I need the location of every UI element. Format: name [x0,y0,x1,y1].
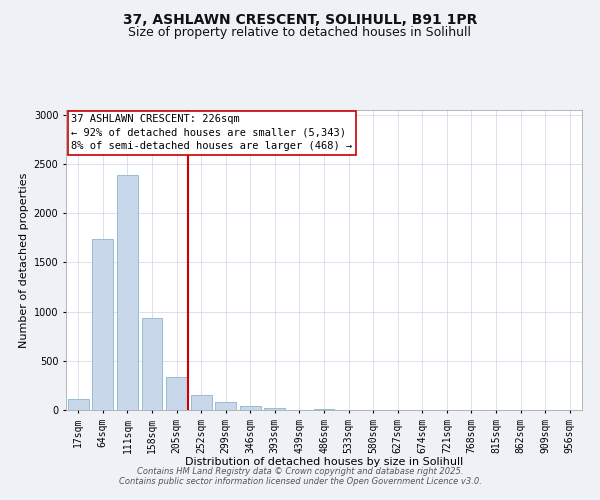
Bar [142,318,163,410]
Text: 37 ASHLAWN CRESCENT: 226sqm
← 92% of detached houses are smaller (5,343)
8% of s: 37 ASHLAWN CRESCENT: 226sqm ← 92% of det… [71,114,352,151]
Text: Contains public sector information licensed under the Open Government Licence v3: Contains public sector information licen… [119,477,481,486]
Bar [92,240,113,410]
Bar [117,175,138,410]
Bar [191,395,212,410]
Bar [215,402,236,410]
Bar [166,376,187,410]
Y-axis label: Number of detached properties: Number of detached properties [19,172,29,348]
Text: Size of property relative to detached houses in Solihull: Size of property relative to detached ho… [128,26,472,39]
Bar [240,406,261,410]
X-axis label: Distribution of detached houses by size in Solihull: Distribution of detached houses by size … [185,457,463,467]
Text: Contains HM Land Registry data © Crown copyright and database right 2025.: Contains HM Land Registry data © Crown c… [137,467,463,476]
Bar [265,408,286,410]
Bar [68,399,89,410]
Text: 37, ASHLAWN CRESCENT, SOLIHULL, B91 1PR: 37, ASHLAWN CRESCENT, SOLIHULL, B91 1PR [123,12,477,26]
Bar [314,408,334,410]
